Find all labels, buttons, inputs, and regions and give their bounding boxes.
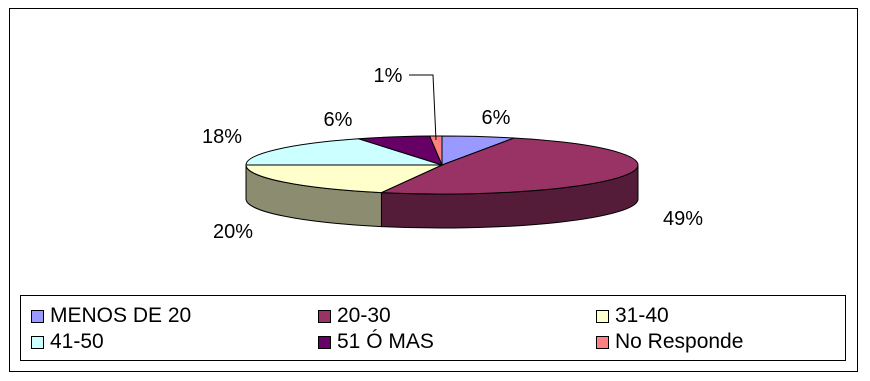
legend-item-20-30: 20-30: [318, 304, 391, 328]
legend-swatch: [596, 335, 609, 349]
legend-item-41-50: 41-50: [31, 330, 104, 354]
legend-item-menos-de-20: MENOS DE 20: [31, 304, 191, 328]
data-label-2: 20%: [213, 221, 253, 243]
legend-item-no-responde: No Responde: [596, 330, 743, 354]
legend-label: 51 Ó MAS: [337, 330, 434, 353]
legend-label: 20-30: [337, 304, 391, 327]
legend-swatch: [31, 309, 44, 323]
data-label-0: 6%: [482, 107, 511, 129]
legend-item-31-40: 31-40: [596, 304, 669, 328]
pie-slice-2: [245, 164, 443, 194]
legend-label: 41-50: [50, 330, 104, 353]
legend-swatch: [318, 335, 331, 349]
data-label-5: 1%: [374, 65, 403, 87]
data-label-1: 49%: [663, 208, 703, 230]
pie-slice-1: [381, 137, 639, 195]
data-label-3: 18%: [202, 126, 242, 148]
legend-swatch: [596, 309, 609, 323]
legend-label: MENOS DE 20: [50, 304, 192, 327]
pie-chart: 6% 49% 20% 18% 6% 1%: [202, 65, 703, 243]
leader-line: [409, 74, 437, 141]
legend-swatch: [31, 335, 44, 349]
data-label-4: 6%: [324, 109, 353, 131]
legend: MENOS DE 20 20-30 31-40 41-50 51 Ó MAS N…: [20, 295, 846, 361]
pie-slice-3: [245, 138, 443, 166]
legend-label: No Responde: [615, 330, 744, 353]
legend-swatch: [318, 309, 331, 323]
legend-label: 31-40: [615, 304, 669, 327]
legend-item-51-o-mas: 51 Ó MAS: [318, 330, 434, 354]
